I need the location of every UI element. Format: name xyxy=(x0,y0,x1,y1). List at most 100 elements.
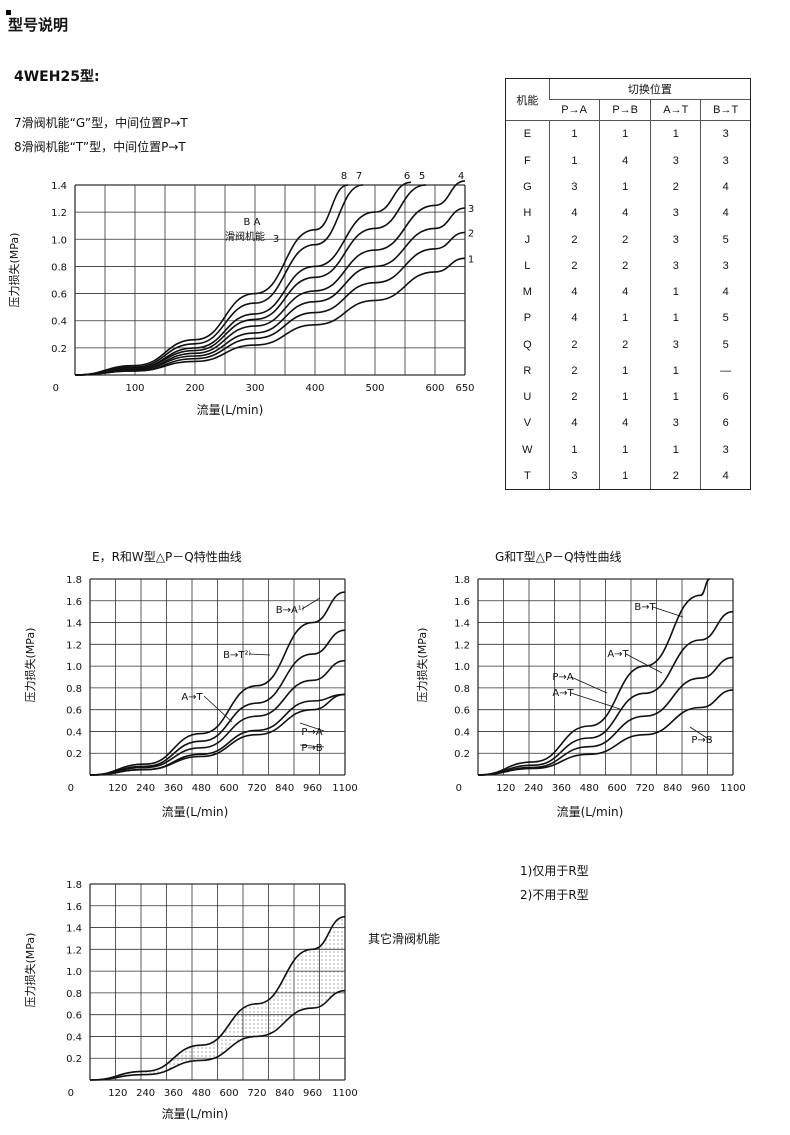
x-tick-label: 240 xyxy=(136,1088,155,1099)
x-tick-label: 500 xyxy=(365,383,384,394)
y-tick-label: 0.8 xyxy=(454,684,470,695)
table-cell: 1 xyxy=(650,436,701,463)
y-tick-label: 0.4 xyxy=(454,727,470,738)
leader-line xyxy=(689,726,711,741)
table-cell: 3 xyxy=(650,147,701,175)
table-cell: 1 xyxy=(650,383,701,411)
curve-label: A→T xyxy=(181,692,203,703)
curve-label: P→B xyxy=(301,743,322,754)
table-cell: 3 xyxy=(650,252,701,279)
curve-label: B→T xyxy=(634,602,656,613)
y-tick-label: 0 xyxy=(68,783,74,794)
y-tick-label: 0.6 xyxy=(51,290,67,301)
curve-label: P→B xyxy=(691,735,712,746)
x-tick-label: 960 xyxy=(303,1088,322,1099)
table-cell: 1 xyxy=(548,436,600,463)
note-g-spool: 7滑阀机能“G”型，中间位置P→T xyxy=(14,116,188,130)
table-cell: 1 xyxy=(548,147,600,175)
table-cell-function: V xyxy=(523,417,532,430)
leader-line xyxy=(299,744,325,748)
table-cell-function: W xyxy=(522,443,533,456)
series-line xyxy=(89,659,346,776)
series-label: 1 xyxy=(468,254,474,265)
table-cell: 4 xyxy=(599,279,651,306)
series-label: 2 xyxy=(468,229,474,240)
series-line xyxy=(74,184,364,376)
x-tick-label: 840 xyxy=(275,783,294,794)
table-cell: 1 xyxy=(599,174,651,201)
table-cell: 1 xyxy=(650,279,701,306)
table-cell: 1 xyxy=(548,120,600,148)
x-tick-label: 240 xyxy=(136,783,155,794)
annotation-text: 3 xyxy=(273,234,279,245)
y-tick-label: 0.8 xyxy=(66,989,82,1000)
series-line xyxy=(89,915,346,1081)
x-tick-label: 360 xyxy=(164,1088,183,1099)
x-tick-label: 600 xyxy=(220,1088,239,1099)
table-cell: 4 xyxy=(700,200,750,227)
y-tick-label: 1.2 xyxy=(66,945,82,956)
x-tick-label: 120 xyxy=(496,783,515,794)
y-tick-label: 1.6 xyxy=(66,902,82,913)
x-tick-label: 120 xyxy=(108,783,127,794)
y-tick-label: 1.8 xyxy=(66,575,82,586)
table-cell: 2 xyxy=(599,252,651,279)
x-tick-label: 480 xyxy=(192,1088,211,1099)
y-tick-label: 0.4 xyxy=(51,317,67,328)
leader-line xyxy=(301,597,321,610)
table-cell: 1 xyxy=(599,383,651,411)
y-tick-label: 1.8 xyxy=(66,880,82,891)
y-tick-label: 0.2 xyxy=(66,1054,82,1065)
curve-label: A→T xyxy=(552,688,574,699)
x-tick-label: 480 xyxy=(580,783,599,794)
series-line xyxy=(74,257,466,376)
x-tick-label: 720 xyxy=(247,1088,266,1099)
table-col-at: A→T xyxy=(650,99,701,121)
x-tick-label: 840 xyxy=(275,1088,294,1099)
table-cell: 2 xyxy=(548,252,600,279)
table-cell: 1 xyxy=(650,120,701,148)
table-header-switch-position: 切换位置 xyxy=(548,79,750,100)
table-cell: 4 xyxy=(599,147,651,175)
curve-label: A→T xyxy=(607,649,629,660)
leader-line xyxy=(570,692,621,710)
table-cell: 5 xyxy=(700,331,750,358)
x-axis-label: 流量(L/min) xyxy=(162,1107,229,1121)
table-cell: 1 xyxy=(599,305,651,332)
y-axis-label: 压力损失(MPa) xyxy=(7,233,21,308)
x-tick-label: 600 xyxy=(608,783,627,794)
x-tick-label: 1100 xyxy=(720,783,745,794)
series-line xyxy=(89,591,346,776)
other-spool-label: 其它滑阀机能 xyxy=(368,932,441,946)
chart-other: 0.2 0.4 0.6 0.8 1.0 1.2 1.4 1.6 1.8 0 120 240 360 480… xyxy=(23,880,358,1121)
y-tick-label: 1.8 xyxy=(454,575,470,586)
table-cell-function: P xyxy=(523,312,532,325)
series-label: 6 xyxy=(404,171,410,182)
table-cell: 3 xyxy=(650,200,701,227)
x-tick-label: 240 xyxy=(524,783,543,794)
y-tick-label: 0.8 xyxy=(51,262,67,273)
table-cell: 5 xyxy=(700,226,750,253)
y-tick-label: 0.2 xyxy=(51,344,67,355)
series-label: 4 xyxy=(458,171,464,182)
table-cell: 4 xyxy=(599,200,651,227)
curve-label: B→A¹⁾ xyxy=(276,605,305,616)
table-cell: 2 xyxy=(599,331,651,358)
series-line xyxy=(477,689,734,776)
leader-line xyxy=(625,653,663,674)
chart-main: 0.2 0.4 0.6 0.8 1.0 1.2 1.4 0 100 200 300 400 500 600… xyxy=(7,171,475,417)
y-tick-label: 0.8 xyxy=(66,684,82,695)
chart-gt: 0.2 0.4 0.6 0.8 1.0 1.2 1.4 1.6 1.8 0 120 240 360 480… xyxy=(415,575,746,819)
series-label: 7 xyxy=(356,171,362,182)
series-line xyxy=(74,180,466,376)
series-line xyxy=(89,989,346,1081)
table-cell: 4 xyxy=(700,279,750,306)
table-cell-function: E xyxy=(523,128,532,141)
table-cell-function: G xyxy=(523,181,532,194)
